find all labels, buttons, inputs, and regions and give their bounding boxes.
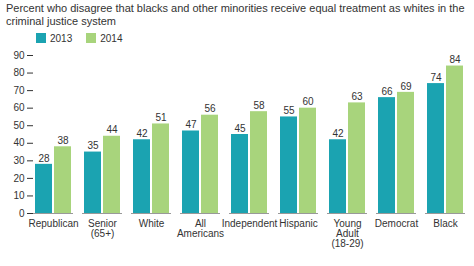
svg-text:38: 38: [57, 135, 69, 146]
svg-text:50: 50: [13, 120, 25, 131]
svg-text:80: 80: [13, 67, 25, 78]
svg-text:58: 58: [253, 100, 265, 111]
svg-text:AllAmericans: AllAmericans: [177, 218, 224, 239]
html-text:2013: 2013: [50, 32, 73, 44]
svg-text:66: 66: [381, 86, 393, 97]
svg-text:63: 63: [351, 91, 363, 102]
svg-text:55: 55: [283, 105, 295, 116]
svg-text:45: 45: [234, 123, 246, 134]
svg-text:69: 69: [400, 81, 412, 92]
svg-text:YoungAdult(18-29): YoungAdult(18-29): [331, 218, 363, 249]
svg-text:90: 90: [13, 50, 25, 61]
svg-text:Independent: Independent: [222, 218, 278, 229]
svg-text:47: 47: [185, 119, 197, 130]
svg-text:Senior(65+): Senior(65+): [88, 218, 118, 239]
svg-text:10: 10: [13, 190, 25, 201]
svg-text:51: 51: [155, 112, 167, 123]
svg-text:40: 40: [13, 137, 25, 148]
svg-text:20: 20: [13, 173, 25, 184]
svg-text:Democrat: Democrat: [375, 218, 419, 229]
svg-text:70: 70: [13, 85, 25, 96]
svg-text:Republican: Republican: [28, 218, 78, 229]
html-text:2014: 2014: [100, 32, 123, 44]
svg-text:60: 60: [13, 102, 25, 113]
svg-text:0: 0: [19, 208, 25, 219]
svg-text:White: White: [139, 218, 165, 229]
svg-text:74: 74: [430, 72, 442, 83]
svg-text:42: 42: [136, 128, 148, 139]
svg-text:42: 42: [332, 128, 344, 139]
svg-text:44: 44: [106, 124, 118, 135]
svg-text:35: 35: [87, 140, 99, 151]
html-text:Percent who disagree that blac: Percent who disagree that blacks and oth…: [6, 2, 465, 27]
svg-text:30: 30: [13, 155, 25, 166]
svg-text:Black: Black: [433, 218, 458, 229]
svg-text:84: 84: [449, 54, 461, 65]
svg-text:Hispanic: Hispanic: [279, 218, 317, 229]
svg-text:56: 56: [204, 103, 216, 114]
svg-text:60: 60: [302, 96, 314, 107]
svg-text:28: 28: [38, 153, 50, 164]
